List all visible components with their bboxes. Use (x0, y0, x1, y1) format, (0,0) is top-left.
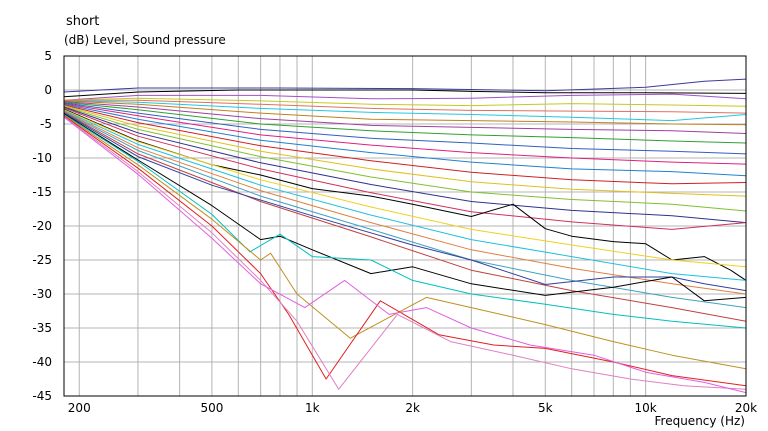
series-line-12 (64, 103, 746, 177)
series-line-8 (64, 101, 746, 134)
y-tick-label: 5 (44, 49, 52, 63)
y-tick-labels: 5 0 -5 -10 -15 -20 -25 -30 -35 -40 -45 (32, 49, 52, 403)
x-tick-label: 1k (305, 401, 320, 415)
y-tick-label: -40 (32, 355, 52, 369)
series-line-30 (64, 116, 746, 394)
series-line-26 (64, 114, 746, 329)
series-line-2 (64, 89, 746, 98)
series-line-4 (64, 97, 746, 107)
x-tick-label: 500 (200, 401, 223, 415)
y-tick-label: -35 (32, 321, 52, 335)
series-line-17 (64, 107, 746, 230)
x-tick-label: 5k (538, 401, 553, 415)
series-line-23 (64, 111, 746, 322)
y-tick-label: -10 (32, 151, 52, 165)
x-tick-label: 10k (635, 401, 657, 415)
series-line-9 (64, 101, 746, 144)
y-tick-label: -15 (32, 185, 52, 199)
series-line-21 (64, 110, 746, 295)
series-line-20 (64, 109, 746, 281)
y-tick-label: 0 (44, 83, 52, 97)
series-line-22 (64, 111, 746, 309)
x-tick-labels: 200 500 1k 2k 5k 10k 20k (68, 401, 757, 415)
series-line-6 (64, 100, 746, 122)
chart-title: short (66, 14, 99, 29)
series-line-18 (64, 108, 746, 281)
y-tick-label: -20 (32, 219, 52, 233)
series-line-16 (64, 106, 746, 224)
y-axis-label: (dB) Level, Sound pressure (64, 33, 226, 47)
series-line-24 (64, 112, 746, 292)
y-tick-label: -5 (40, 117, 52, 131)
series-group (64, 78, 746, 394)
x-tick-label: 20k (735, 401, 757, 415)
y-tick-label: -30 (32, 287, 52, 301)
series-line-5 (64, 99, 746, 114)
series-line-10 (64, 102, 746, 155)
plot-frame (63, 55, 747, 397)
x-tick-label: 200 (68, 401, 91, 415)
series-line-3 (64, 93, 746, 101)
series-line-19 (64, 109, 746, 268)
series-line-1 (64, 78, 746, 93)
series-line-11 (64, 103, 746, 165)
y-tick-label: -25 (32, 253, 52, 267)
x-axis-label: Frequency (Hz) (655, 414, 746, 428)
series-line-13 (64, 104, 746, 185)
series-line-14 (64, 105, 746, 197)
series-line-27 (64, 114, 746, 370)
grid (64, 55, 747, 397)
series-line-25 (64, 113, 746, 302)
series-line-7 (64, 100, 746, 126)
series-line-15 (64, 105, 746, 212)
x-tick-label: 2k (405, 401, 420, 415)
y-tick-label: -45 (32, 389, 52, 403)
series-line-29 (64, 116, 746, 390)
